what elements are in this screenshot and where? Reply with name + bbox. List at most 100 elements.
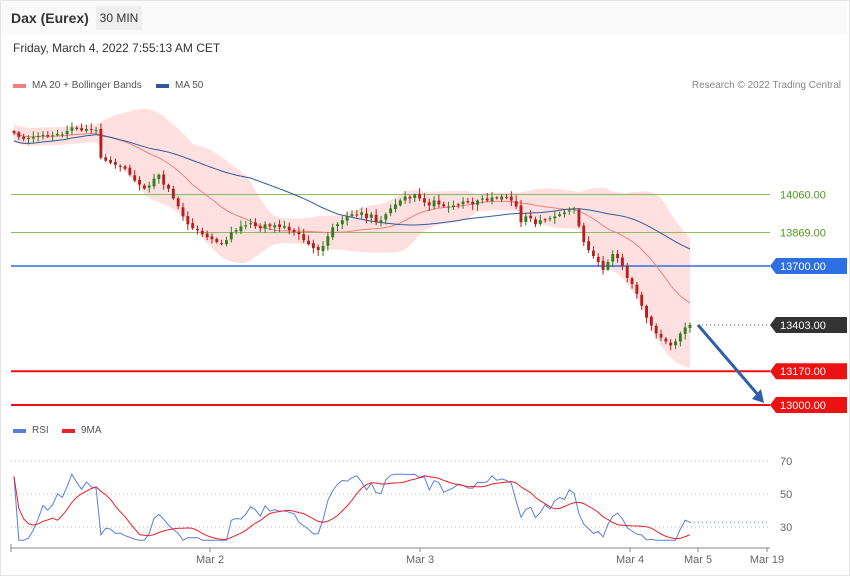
candle <box>205 230 209 241</box>
candle <box>413 193 417 203</box>
candle <box>225 236 228 247</box>
candle <box>321 241 325 257</box>
candle <box>567 207 571 215</box>
candle-body <box>485 198 489 201</box>
candle-body <box>345 216 349 221</box>
candle <box>466 197 470 204</box>
candle <box>369 211 373 224</box>
candle-body <box>524 216 528 222</box>
candle-body <box>466 201 470 203</box>
candle <box>104 153 108 162</box>
candle-body <box>186 216 190 225</box>
candle <box>191 218 195 230</box>
candle <box>22 133 26 142</box>
candle <box>128 164 132 177</box>
candle-body <box>253 222 257 227</box>
candle <box>601 256 605 275</box>
candle-body <box>17 132 21 137</box>
candle <box>379 216 383 227</box>
legend-ma50: MA 50 <box>156 80 203 91</box>
candle-body <box>258 226 262 229</box>
candle <box>659 329 663 342</box>
candle-body <box>591 250 595 257</box>
candle <box>41 131 45 140</box>
candle <box>611 250 615 268</box>
candle <box>282 220 286 230</box>
candle <box>84 124 88 133</box>
candle <box>403 191 407 204</box>
candle-body <box>553 216 557 219</box>
candle-body <box>142 185 146 189</box>
candle <box>196 225 199 235</box>
candle <box>36 132 40 142</box>
candle <box>456 202 460 209</box>
candle-body <box>442 204 446 207</box>
candle <box>278 220 282 232</box>
x-tick-label: Mar 4 <box>616 554 644 566</box>
candle-body <box>331 227 335 238</box>
candle-body <box>239 226 243 232</box>
candle <box>94 126 98 134</box>
candle <box>683 322 687 340</box>
candle-body <box>630 278 634 284</box>
timeframe-button[interactable]: 30 MIN <box>96 6 142 30</box>
candle-body <box>606 262 610 270</box>
candle-body <box>75 127 79 129</box>
candle-body <box>171 188 175 199</box>
rsi-tick-label: 30 <box>780 522 792 534</box>
rsi-tick-label: 50 <box>780 489 792 501</box>
candle-body <box>456 204 460 206</box>
candle-body <box>263 224 267 229</box>
ma20-swatch <box>13 83 26 88</box>
candle <box>118 164 122 172</box>
candle <box>336 221 339 232</box>
candle-body <box>669 342 673 346</box>
candle <box>447 201 451 213</box>
candle <box>316 244 320 256</box>
candle-body <box>577 209 581 227</box>
candle-body <box>56 133 59 136</box>
candle <box>287 222 291 235</box>
candle <box>596 253 600 267</box>
candle-body <box>113 161 117 165</box>
candle-body <box>282 226 286 228</box>
candle <box>427 198 431 211</box>
candle <box>142 183 146 190</box>
candle-body <box>476 200 479 205</box>
candle-body <box>118 165 122 167</box>
candle <box>505 194 508 200</box>
candle-body <box>31 136 35 139</box>
candle-body <box>210 236 214 240</box>
forecast-arrow-shaft <box>696 323 761 397</box>
candle <box>553 211 557 224</box>
candle-body <box>176 198 180 207</box>
level-label-13700.00: 13700.00 <box>780 261 826 273</box>
candle <box>389 204 393 217</box>
bollinger-band-area <box>14 108 690 368</box>
candle <box>451 200 455 211</box>
candle-body <box>659 334 663 338</box>
candle-body <box>620 257 624 266</box>
candle <box>606 259 610 271</box>
candle-body <box>471 201 475 205</box>
level-label-13869.00: 13869.00 <box>780 227 826 239</box>
candle <box>669 339 673 351</box>
candle <box>200 227 204 238</box>
candle-body <box>99 129 103 158</box>
candle <box>664 336 668 345</box>
candle-body <box>215 238 219 243</box>
candle-body <box>688 324 692 328</box>
candle-body <box>36 135 40 137</box>
candle <box>587 236 591 253</box>
candle <box>89 123 93 134</box>
candle-body <box>191 223 195 229</box>
candle-body <box>398 200 402 206</box>
candle-body <box>60 134 64 136</box>
candle-body <box>244 225 248 227</box>
candle <box>384 212 388 225</box>
candle-body <box>635 284 639 294</box>
ma9-swatch <box>62 428 75 433</box>
candle-body <box>563 212 566 215</box>
candle-body <box>41 134 45 136</box>
candle <box>307 235 310 246</box>
